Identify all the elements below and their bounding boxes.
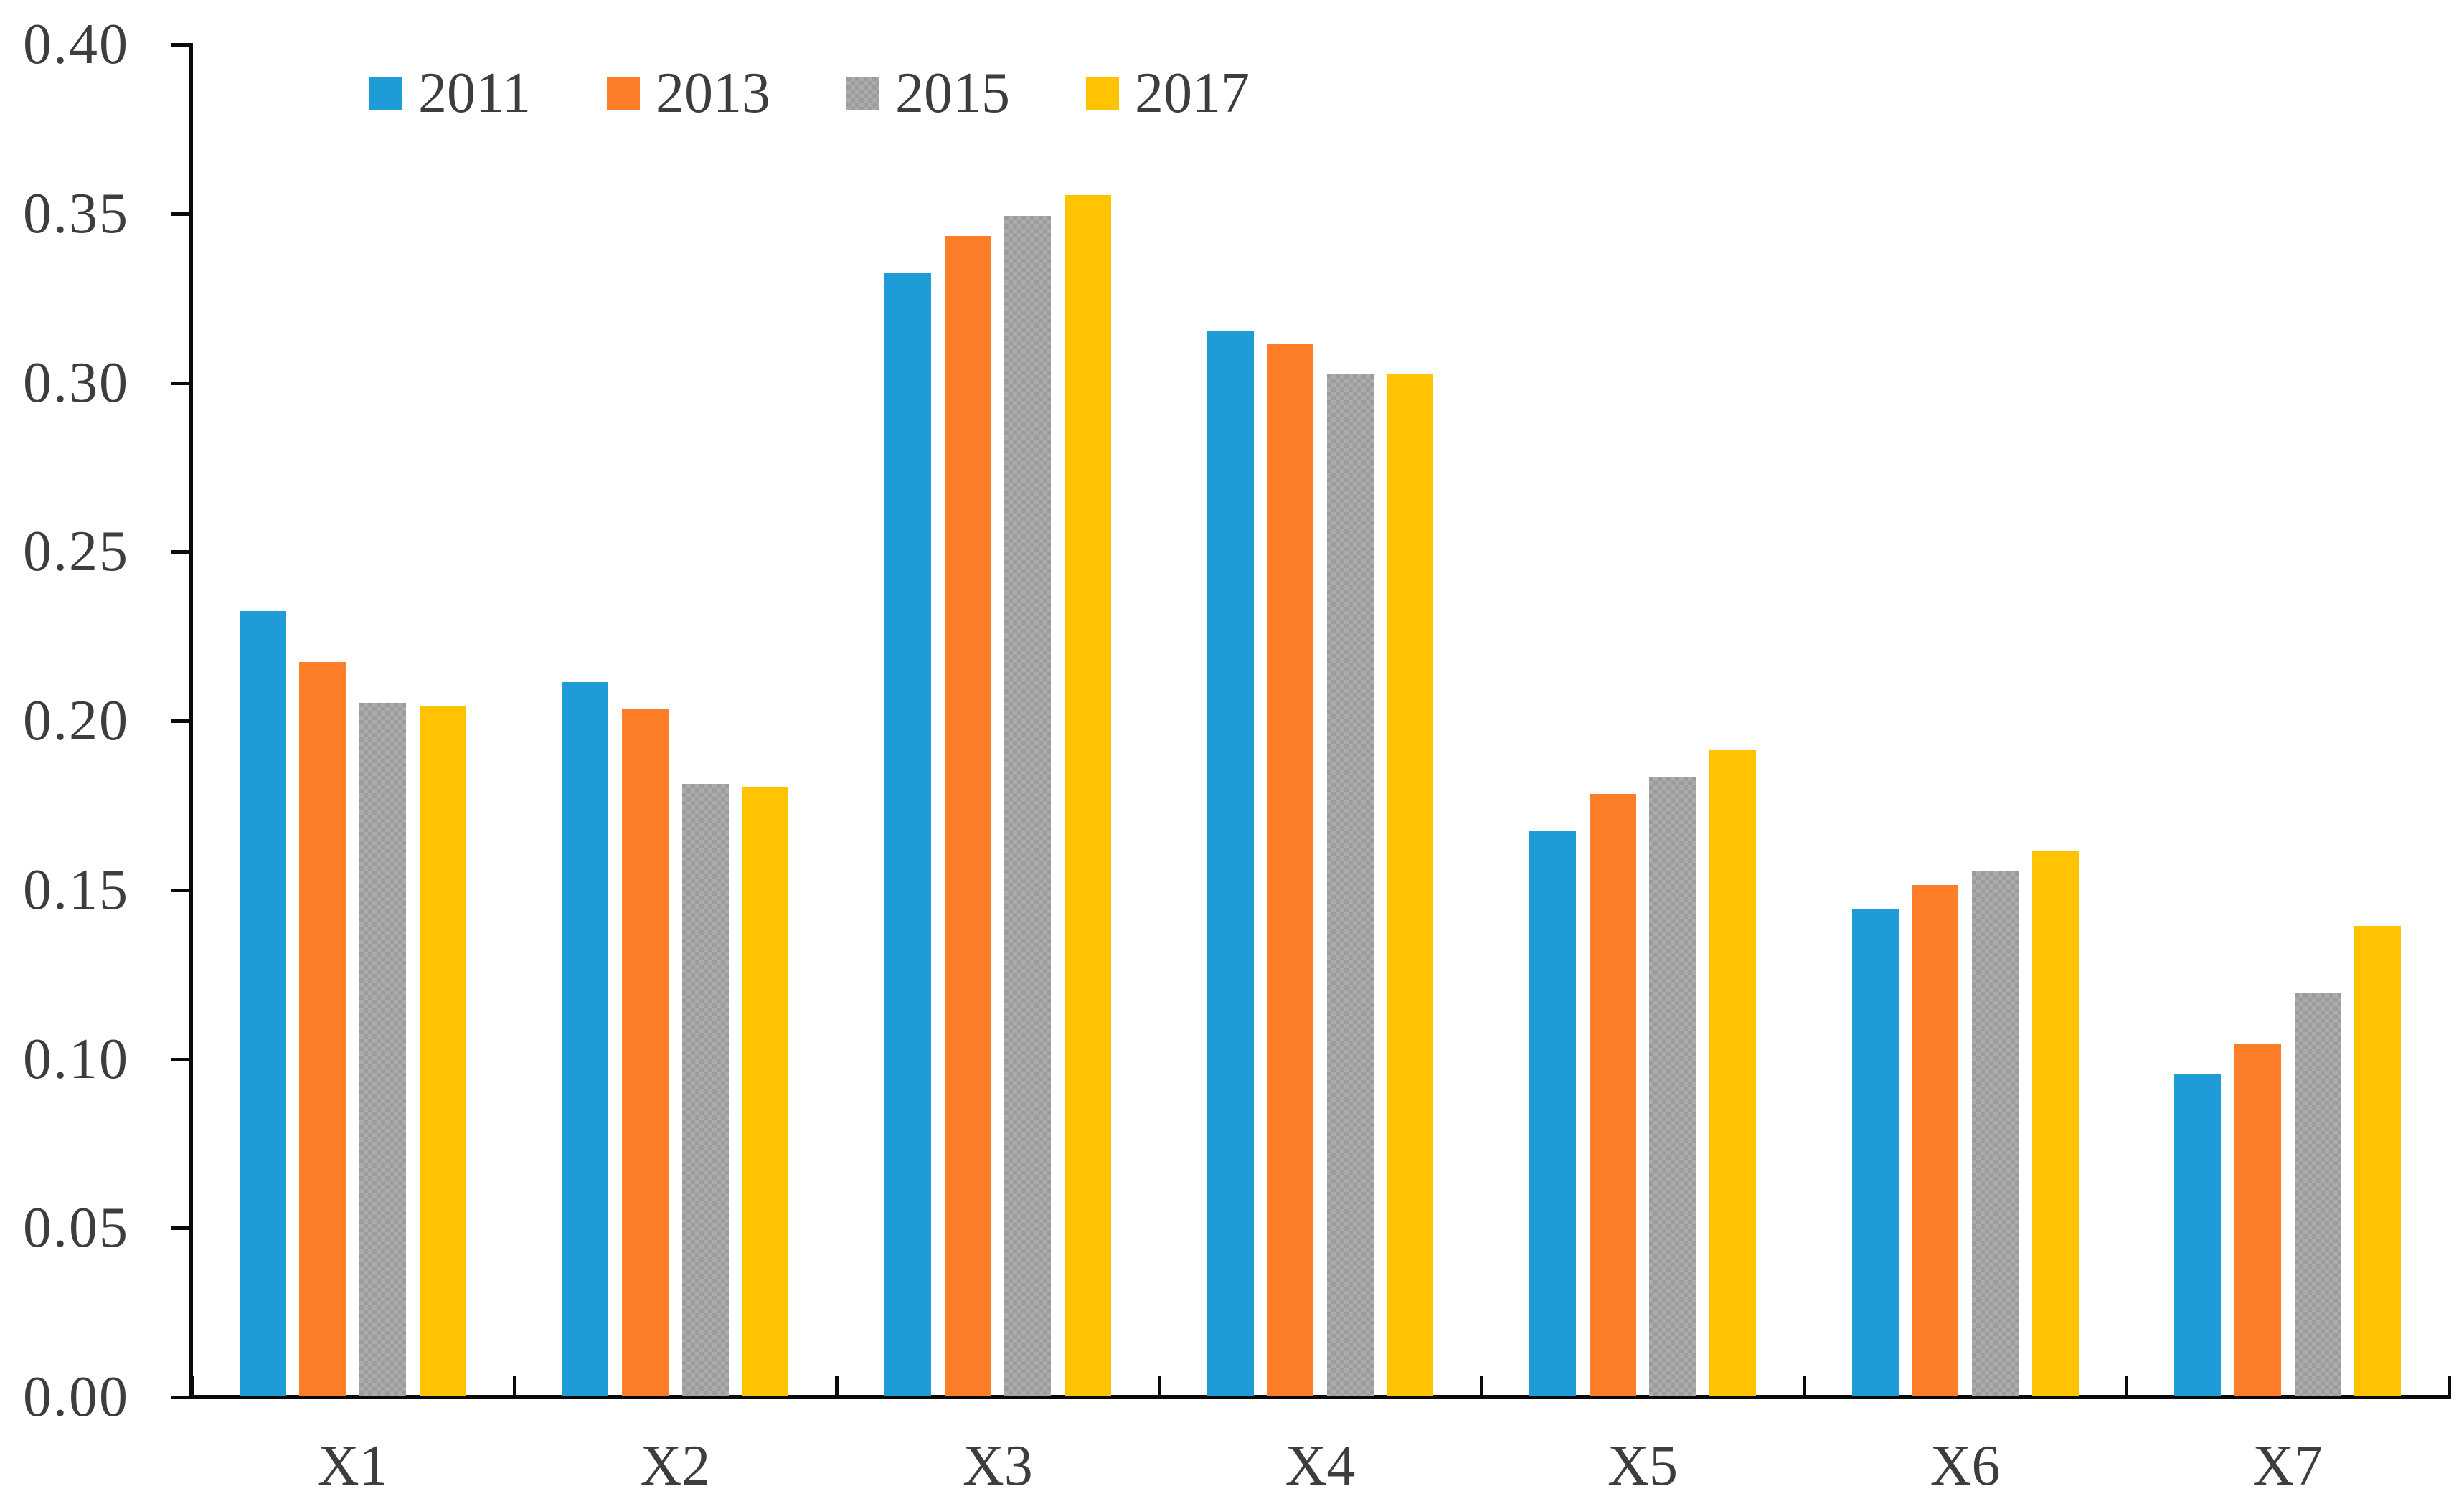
- x-axis-line: [189, 1395, 2451, 1399]
- y-axis-tick: [171, 381, 192, 385]
- bar-x7-2015: [2294, 993, 2341, 1396]
- bar-x5-2011: [1529, 831, 1577, 1396]
- y-axis-label: 0.10: [23, 1027, 129, 1091]
- legend-swatch-2011: [369, 77, 402, 110]
- bar-x6-2015: [1971, 871, 2019, 1396]
- y-axis-label: 0.40: [23, 13, 129, 77]
- y-axis-tick: [171, 888, 192, 892]
- legend-label-2015: 2015: [895, 62, 1011, 125]
- y-axis-label: 0.00: [23, 1366, 129, 1429]
- legend-item-2015: 2015: [846, 63, 1010, 123]
- bar-x6-2013: [1912, 885, 1959, 1396]
- y-axis-label: 0.15: [23, 858, 129, 922]
- x-axis-tick: [512, 1376, 516, 1397]
- chart-legend: 2011 2013 2015 2017: [369, 60, 1250, 126]
- x-axis-tick: [190, 1376, 194, 1397]
- y-axis-label: 0.05: [23, 1196, 129, 1260]
- legend-swatch-2013: [607, 77, 641, 110]
- legend-label-2017: 2017: [1135, 62, 1250, 125]
- x-axis-tick: [1802, 1376, 1806, 1397]
- x-axis-label-x1: X1: [317, 1434, 388, 1498]
- x-axis-label-x7: X7: [2252, 1434, 2323, 1498]
- bar-x1-2013: [299, 661, 346, 1396]
- x-axis-label-x4: X4: [1285, 1434, 1356, 1498]
- bar-x3-2011: [884, 273, 932, 1396]
- legend-item-2011: 2011: [369, 63, 531, 123]
- bar-x5-2015: [1649, 777, 1696, 1396]
- y-axis-tick: [171, 1226, 192, 1231]
- bar-x7-2011: [2174, 1074, 2222, 1396]
- bar-x4-2015: [1326, 374, 1374, 1396]
- bar-x3-2013: [944, 235, 991, 1396]
- legend-swatch-2015: [846, 77, 880, 110]
- x-axis-label-x5: X5: [1608, 1434, 1678, 1498]
- y-axis-label: 0.35: [23, 181, 129, 245]
- bar-x2-2017: [742, 787, 789, 1396]
- legend-label-2013: 2013: [656, 62, 771, 125]
- y-axis-tick: [171, 1057, 192, 1061]
- bar-x7-2017: [2354, 925, 2402, 1396]
- bar-x5-2017: [1709, 749, 1756, 1396]
- y-axis-label: 0.30: [23, 351, 129, 415]
- bar-x7-2013: [2234, 1044, 2281, 1396]
- bar-x6-2017: [2031, 851, 2079, 1396]
- y-axis-label: 0.20: [23, 689, 129, 753]
- bar-x4-2013: [1267, 344, 1314, 1396]
- legend-item-2017: 2017: [1086, 63, 1250, 123]
- y-axis-tick: [171, 43, 192, 47]
- bar-x2-2013: [622, 709, 669, 1396]
- x-axis-tick: [835, 1376, 839, 1397]
- bar-x5-2013: [1589, 793, 1636, 1396]
- y-axis-tick: [171, 1396, 192, 1399]
- legend-label-2011: 2011: [418, 62, 532, 125]
- bar-x3-2015: [1004, 215, 1052, 1396]
- bar-x2-2011: [562, 682, 609, 1396]
- bar-x1-2015: [359, 702, 407, 1396]
- x-axis-label-x6: X6: [1930, 1434, 2001, 1498]
- y-axis-label: 0.25: [23, 520, 129, 584]
- x-axis-tick: [2448, 1376, 2451, 1397]
- bar-x2-2015: [681, 783, 729, 1396]
- x-axis-tick: [1480, 1376, 1484, 1397]
- x-axis-tick: [2125, 1376, 2129, 1397]
- bar-x1-2017: [419, 706, 466, 1396]
- bar-x4-2011: [1207, 330, 1254, 1396]
- bar-x1-2011: [239, 611, 286, 1396]
- bar-x4-2017: [1387, 374, 1434, 1396]
- y-axis-tick: [171, 550, 192, 554]
- y-axis-tick: [171, 719, 192, 724]
- legend-item-2013: 2013: [607, 63, 770, 123]
- y-axis-tick: [171, 212, 192, 216]
- x-axis-tick: [1157, 1376, 1161, 1397]
- x-axis-label-x2: X2: [640, 1434, 711, 1498]
- bar-x6-2011: [1851, 909, 1899, 1396]
- legend-swatch-2017: [1086, 77, 1120, 110]
- x-axis-label-x3: X3: [963, 1434, 1033, 1498]
- bar-x3-2017: [1064, 195, 1111, 1396]
